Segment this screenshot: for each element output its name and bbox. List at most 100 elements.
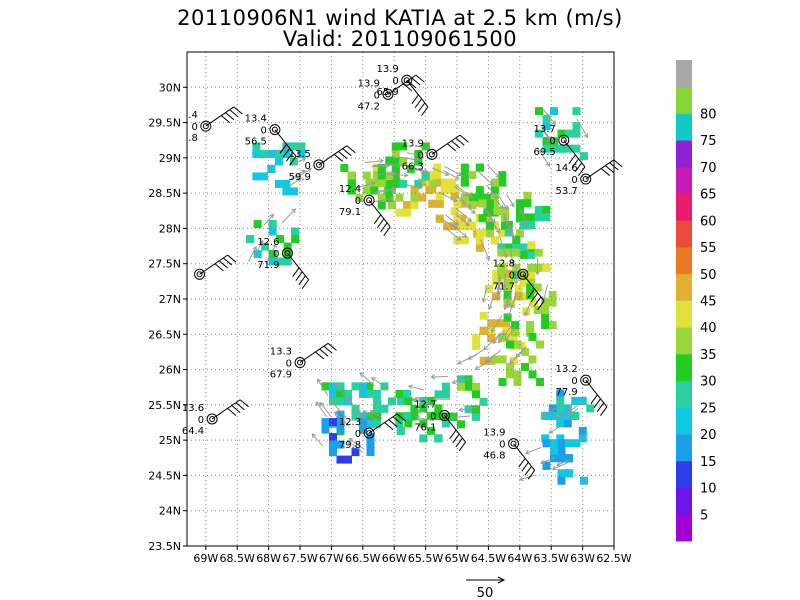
wind-cell-pixel — [347, 179, 356, 188]
wind-cell-pixel — [548, 291, 557, 300]
wind-cell-pixel — [336, 440, 345, 449]
wind-vector — [444, 165, 462, 176]
wind-cell-pixel — [410, 404, 419, 413]
wind-cell-pixel — [336, 425, 345, 434]
station-value-top: .4 — [188, 110, 198, 121]
station-value-top: 13.9 — [377, 64, 399, 75]
wind-vector — [482, 287, 488, 302]
wind-vector — [543, 284, 549, 301]
wind-cell-pixel — [506, 340, 515, 349]
wind-barb-flag — [338, 151, 348, 159]
station-ring-inner — [384, 91, 391, 98]
wind-cell-pixel — [492, 277, 501, 286]
wind-vector — [506, 289, 513, 307]
wind-cell-pixel — [534, 107, 543, 116]
wind-vector-head — [370, 181, 376, 187]
wind-cell-pixel — [497, 263, 506, 272]
station-value-top: 13.4 — [245, 114, 267, 125]
station-ring-inner — [582, 377, 589, 384]
station-ring-inner — [209, 415, 216, 422]
wind-vector — [507, 295, 517, 317]
wind-cell-pixel — [377, 171, 386, 180]
colorbar-label: 25 — [700, 401, 717, 416]
wind-vector-head — [301, 157, 307, 162]
wind-cell-pixel — [377, 164, 386, 173]
wind-cell-pixel — [434, 390, 443, 399]
wind-cell-pixel — [366, 389, 375, 398]
wind-cell-pixel — [396, 396, 405, 405]
wind-cell-pixel — [253, 250, 262, 259]
wind-cell-pixel — [511, 321, 520, 330]
wind-vector — [524, 301, 532, 316]
wind-cell-pixel — [282, 187, 291, 196]
station-value-mid: 0 — [355, 196, 361, 207]
wind-vector-head — [319, 401, 325, 407]
wind-cell-pixel — [328, 382, 337, 391]
wind-vector-head — [416, 408, 422, 414]
wind-vector — [374, 189, 396, 194]
wind-vector-head — [391, 171, 397, 177]
wind-cell-pixel — [399, 179, 408, 188]
wind-cell-pixel — [499, 277, 508, 286]
wind-vector-head — [495, 295, 501, 301]
wind-cell-pixel — [282, 149, 291, 158]
wind-vector — [498, 195, 508, 210]
wind-cell-pixel — [472, 412, 481, 421]
wind-cell-pixel — [358, 389, 367, 398]
wind-cell-pixel — [377, 179, 386, 188]
wind-vector — [347, 440, 363, 453]
wind-cell-pixel — [442, 390, 451, 399]
wind-cell-pixel — [441, 419, 450, 428]
wind-vector — [281, 208, 296, 224]
wind-vector-head — [564, 413, 570, 419]
wind-vector-head — [568, 408, 573, 413]
wind-vector-head — [457, 359, 463, 365]
wind-cell-pixel — [370, 186, 379, 195]
wind-vector — [334, 411, 350, 427]
wind-vector-head — [483, 345, 488, 351]
wind-cell-pixel — [468, 171, 477, 180]
wind-cell-pixel — [380, 404, 389, 413]
reference-vector: 50 — [466, 576, 506, 600]
station-ring — [363, 194, 375, 206]
wind-barb-flag — [449, 429, 457, 440]
wind-cell-pixel — [572, 144, 581, 153]
wind-cell-pixel — [494, 319, 503, 328]
wind-vector-head — [484, 357, 490, 363]
wind-cell-pixel — [426, 411, 435, 420]
wind-vector-head — [463, 191, 469, 197]
station-ring-inner — [582, 176, 589, 183]
wind-barb-staff — [563, 139, 586, 168]
station-value-mid: 0 — [392, 76, 398, 87]
wind-vector — [515, 345, 527, 358]
colorbar-swatch — [676, 140, 692, 168]
wind-vector-head — [470, 209, 476, 214]
wind-cell-pixel — [557, 446, 566, 455]
wind-vector-head — [462, 233, 468, 238]
wind-cell-pixel — [512, 235, 521, 244]
wind-cell-pixel — [321, 382, 330, 391]
wind-vector — [455, 207, 472, 222]
wind-cell-pixel — [433, 163, 442, 172]
station-plot-layer: .40.813.4056.513.5059.912.4079.113.9047.… — [182, 64, 623, 480]
wind-cell-pixel — [387, 201, 396, 210]
wind-barb-flag — [383, 226, 391, 237]
wind-cell-pixel — [274, 149, 283, 158]
wind-barb-flag — [289, 155, 297, 166]
wind-cell-pixel — [358, 425, 367, 434]
wind-barb-staff — [199, 254, 228, 275]
station-value-mid: 0 — [418, 150, 424, 161]
wind-barb-staff — [274, 129, 297, 157]
wind-vector-head — [540, 459, 545, 465]
wind-vector-head — [418, 152, 424, 158]
wind-cell-pixel — [586, 404, 595, 413]
wind-vector-head — [510, 202, 515, 208]
wind-vector-head — [317, 378, 322, 384]
wind-vector — [443, 170, 460, 180]
wind-vector — [415, 145, 431, 151]
wind-cell-pixel — [485, 221, 494, 230]
wind-cell-pixel — [426, 396, 435, 405]
wind-cell-pixel — [475, 243, 484, 252]
